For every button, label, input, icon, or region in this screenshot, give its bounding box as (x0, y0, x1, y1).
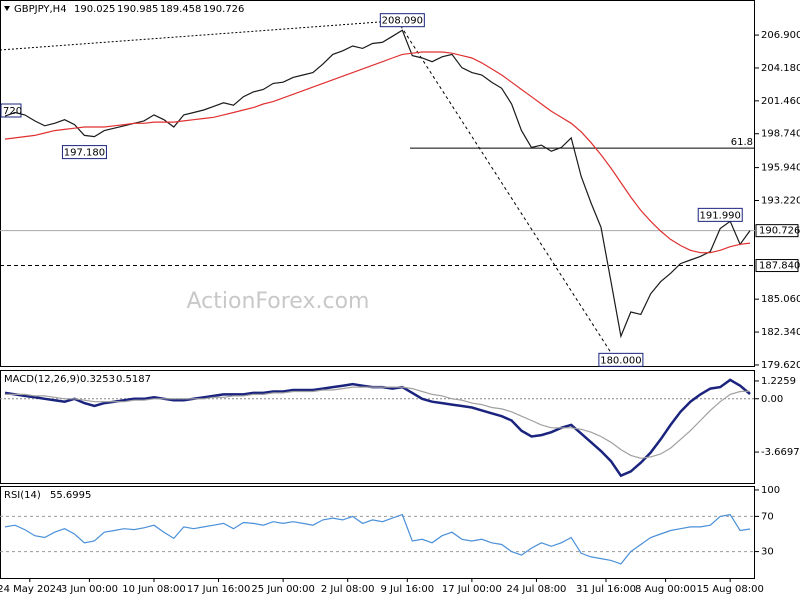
annotation-label: 180.000 (600, 355, 641, 366)
macd-value: 0.3253 (80, 374, 115, 385)
annotation-box (379, 13, 425, 28)
rsi-panel (0, 486, 755, 579)
x-tick-label: 3 Jun 00:00 (61, 584, 118, 595)
level-box (755, 259, 799, 273)
series-line (5, 386, 751, 459)
x-tick-label: 25 Jun 00:00 (251, 584, 315, 595)
x-tick-label: 8 Aug 00:00 (635, 584, 696, 595)
annotation-label: 208.090 (382, 16, 423, 27)
annotation-box (697, 207, 743, 222)
y-tick-label: 193.220 (761, 195, 800, 206)
macd-panel (0, 370, 755, 484)
series-line (4, 29, 751, 339)
rsi-title: RSI(14) (4, 490, 41, 501)
symbol-title: GBPJPY,H4 (14, 4, 67, 15)
x-tick-label: 10 Jun 08:00 (122, 584, 186, 595)
y-tick-label: 198.740 (761, 129, 800, 140)
y-tick-label: -3.6697 (761, 447, 800, 458)
fib-label: 61.8 (731, 137, 753, 148)
trend-line (0, 20, 398, 51)
header-value: 189.458 (160, 4, 201, 15)
header-value: 190.726 (203, 4, 244, 15)
x-tick-label: 24 May 2024 (0, 584, 62, 595)
y-tick-label: 206.900 (761, 30, 800, 41)
y-tick-label: 185.060 (761, 294, 800, 305)
rsi-value: 55.6995 (50, 490, 91, 501)
y-tick-label: 1.2259 (761, 376, 796, 387)
series-line (4, 51, 751, 254)
annotation-label: 191.990 (700, 210, 741, 221)
y-tick-label: 182.340 (761, 327, 800, 338)
x-tick-label: 15 Aug 08:00 (696, 584, 763, 595)
annotation-box (61, 145, 107, 160)
support-label: 187.840 (759, 261, 800, 272)
y-tick-label: 100 (761, 485, 780, 496)
x-tick-label: 24 Jul 08:00 (506, 584, 566, 595)
current-price-label: 190.726 (759, 226, 800, 237)
y-tick-label: 0.00 (761, 394, 783, 405)
macd-value: 0.5187 (116, 374, 151, 385)
x-tick-label: 17 Jul 00:00 (442, 584, 502, 595)
x-tick-label: 2 Jul 08:00 (321, 584, 375, 595)
watermark: ActionForex.com (187, 289, 370, 314)
macd-title: MACD(12,26,9) (4, 374, 80, 385)
y-tick-label: 179.620 (761, 360, 800, 371)
y-tick-label: 201.460 (761, 96, 800, 107)
cut-label: 720 (3, 106, 22, 117)
x-tick-label: 9 Jul 16:00 (380, 584, 434, 595)
annotation-box (598, 352, 644, 367)
annotation-label: 197.180 (64, 148, 105, 159)
label-box (0, 103, 22, 118)
series-line (4, 513, 751, 565)
header-value: 190.025 (74, 4, 115, 15)
series-line (4, 378, 751, 478)
y-tick-label: 204.180 (761, 63, 800, 74)
price-panel (0, 0, 755, 367)
y-tick-label: 30 (761, 547, 774, 558)
trend-line (396, 20, 617, 361)
y-tick-label: 70 (761, 511, 774, 522)
x-tick-label: 17 Jun 16:00 (187, 584, 251, 595)
y-tick-label: 195.940 (761, 163, 800, 174)
level-box (755, 224, 799, 238)
symbol-icon (4, 6, 10, 11)
x-tick-label: 31 Jul 16:00 (576, 584, 636, 595)
header-value: 190.985 (117, 4, 158, 15)
